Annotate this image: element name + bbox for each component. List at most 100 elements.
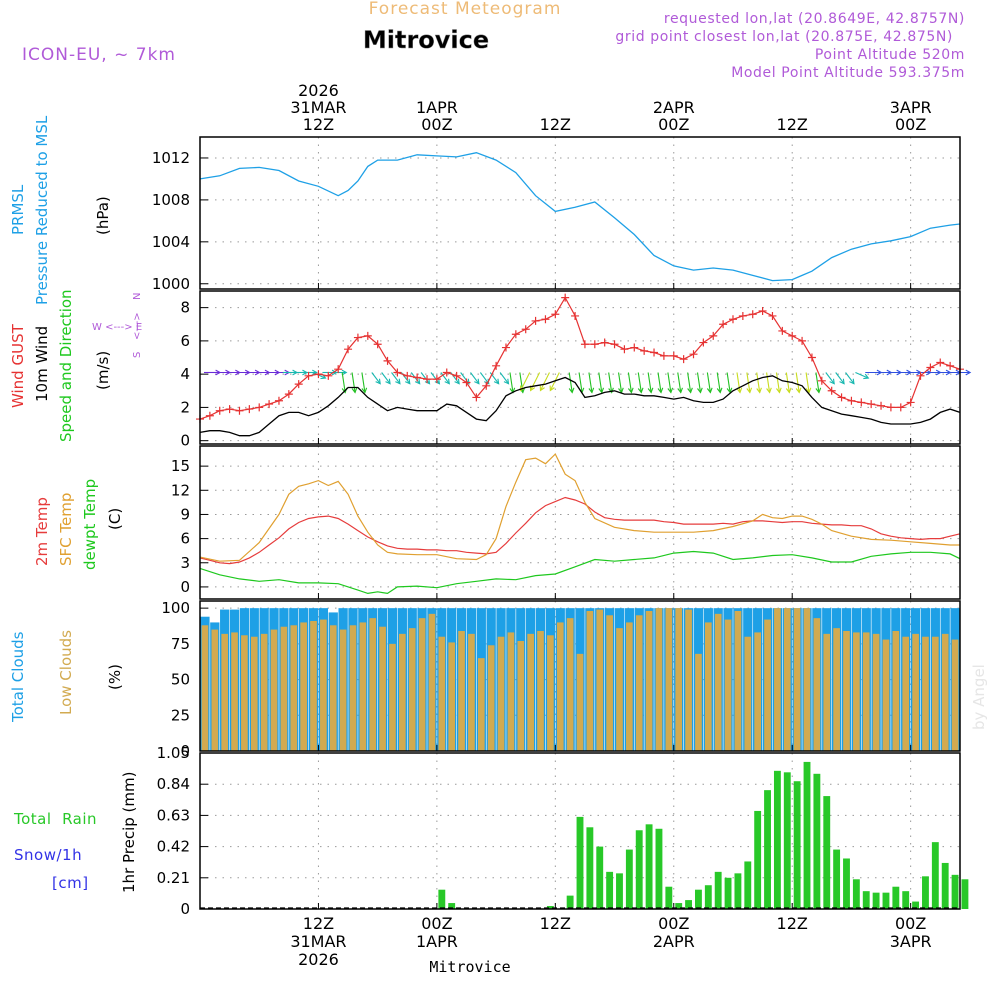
low-cloud-bar: [399, 633, 406, 751]
time-label-top: 00Z: [421, 115, 452, 134]
cloud-unit: (%): [106, 664, 124, 690]
gust-marker: [235, 406, 244, 415]
y-tick-label: 100: [161, 599, 190, 617]
low-cloud-bar: [408, 628, 416, 751]
rain-bar: [902, 891, 910, 909]
gust-marker: [215, 406, 224, 415]
point-altitude: Point Altitude 520m: [815, 47, 965, 63]
low-cloud-bar: [675, 608, 683, 751]
panel-frame: [199, 290, 961, 445]
wind-arrow: [410, 372, 421, 385]
dewpt-line: [199, 550, 961, 595]
gust-marker: [511, 330, 520, 339]
wind-arrow: [351, 372, 356, 393]
rain-bar: [734, 873, 742, 909]
time-label-top: 3APR: [890, 98, 932, 117]
gust-marker: [886, 403, 895, 412]
time-label-top: 00Z: [895, 115, 926, 134]
compass-we: W <---> E: [92, 322, 142, 333]
gust-marker: [580, 340, 589, 349]
low-cloud-bar: [507, 632, 515, 751]
wind-arrowhead: [965, 369, 972, 376]
low-cloud-bar: [497, 636, 505, 751]
low-cloud-bar: [547, 635, 554, 751]
time-label-bottom: 00Z: [421, 914, 452, 933]
time-label-top: 2026: [298, 81, 339, 100]
gust-marker: [561, 293, 570, 302]
low-cloud-bar: [556, 622, 564, 751]
requested-coords: requested lon,lat (20.8649E, 42.8757N): [664, 11, 965, 27]
low-cloud-bar: [912, 633, 919, 751]
gust-marker: [640, 346, 649, 355]
wind-arrowhead: [588, 387, 595, 394]
y-tick-label: 0.42: [157, 838, 190, 856]
rain-bar: [566, 895, 574, 909]
low-cloud-bar: [882, 639, 890, 751]
y-tick-label: 0: [180, 432, 190, 450]
gust-marker: [334, 365, 343, 374]
gust-marker: [423, 375, 432, 384]
wind-arrowhead: [697, 387, 703, 394]
wind-arrowhead: [375, 378, 381, 385]
rain-bar: [586, 827, 594, 909]
rain-bar: [813, 773, 821, 909]
rain-bar: [616, 873, 623, 909]
gust-marker: [896, 403, 905, 412]
low-cloud-bar: [793, 608, 801, 751]
gridpoint-coords: grid point closest lon,lat (20.875E, 42.…: [615, 29, 953, 45]
y-tick-label: 6: [180, 332, 190, 350]
wind-arrow: [420, 372, 430, 385]
gust-marker: [324, 371, 333, 380]
gust-marker: [353, 333, 362, 342]
gust-marker: [403, 371, 412, 380]
low-cloud-bar: [626, 622, 633, 751]
wind-arrowhead: [414, 378, 421, 385]
rain-bar: [783, 772, 791, 909]
gust-marker: [778, 326, 787, 335]
y-tick-label: 1008: [152, 191, 190, 209]
rain-bar: [655, 828, 663, 909]
gust-marker: [314, 370, 323, 379]
low-cloud-bar: [468, 633, 475, 751]
rain-bar: [596, 846, 604, 909]
wind-arrow: [509, 372, 514, 393]
low-cloud-bar: [823, 633, 831, 751]
low-cloud-bar: [527, 633, 534, 751]
time-label-bottom: 00Z: [895, 914, 926, 933]
y-tick-label: 2: [180, 398, 190, 416]
low-cloud-bar: [951, 639, 959, 751]
rain-bar: [438, 889, 446, 909]
gust-marker: [867, 400, 876, 409]
gust-marker: [245, 405, 254, 414]
rain-bar: [576, 816, 584, 909]
rain-bar: [754, 810, 762, 909]
wind-unit: (m/s): [94, 351, 112, 390]
wind-arrowhead: [785, 387, 792, 394]
wind-arrowhead: [667, 387, 674, 394]
wind-arrow: [855, 371, 869, 379]
rain-bar: [931, 842, 939, 909]
wind-arrow: [430, 372, 440, 385]
rain-bar: [744, 861, 752, 909]
time-label-bottom: 31MAR: [290, 932, 346, 951]
wind-arrowhead: [863, 373, 870, 380]
y-tick-label: 50: [171, 671, 190, 689]
wind-arrowhead: [706, 387, 713, 394]
low-cloud-bar: [260, 633, 268, 751]
rain-bar: [892, 886, 900, 909]
low-cloud-bar: [695, 653, 702, 751]
rain-bar: [695, 889, 702, 909]
rain-bar: [951, 874, 959, 909]
wind-arrow: [647, 372, 652, 393]
gust-marker: [650, 348, 659, 357]
gust-marker: [541, 315, 550, 324]
gust-marker: [344, 345, 353, 354]
wind-arrow: [805, 372, 810, 393]
gust-marker: [472, 393, 481, 402]
gust-marker: [699, 338, 708, 347]
low-cloud-bar: [606, 615, 613, 751]
low-cloud-bar: [833, 628, 840, 751]
wind-arrow: [479, 372, 490, 385]
tsfc-label: SFC Temp: [57, 493, 75, 566]
